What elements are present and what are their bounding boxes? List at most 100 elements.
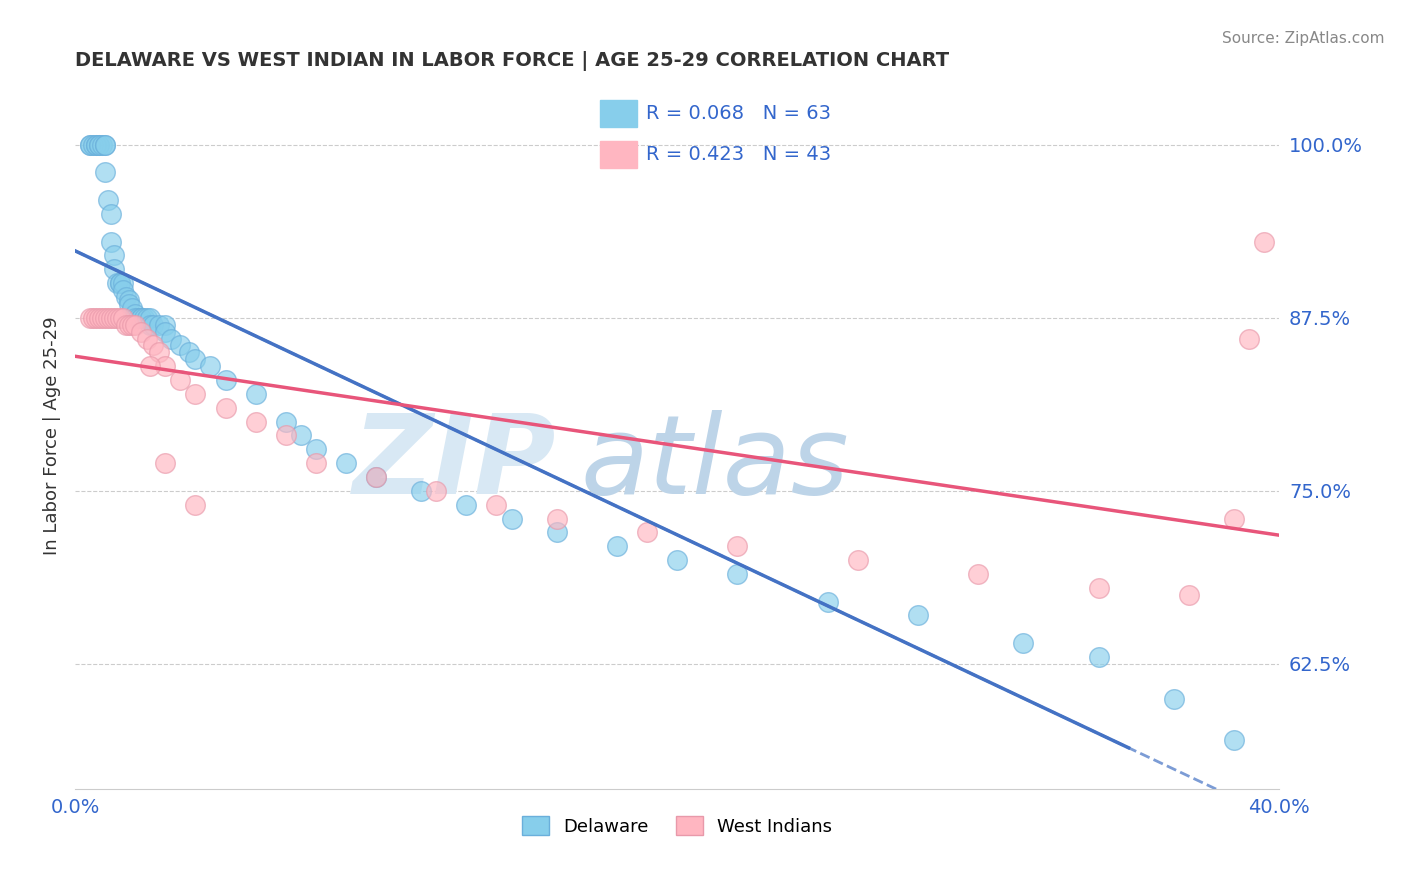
Point <box>305 442 328 457</box>
Point <box>179 345 201 359</box>
Point <box>274 428 297 442</box>
Point <box>112 310 135 325</box>
Point <box>1087 650 1109 665</box>
Point <box>100 207 122 221</box>
Point <box>1087 581 1109 595</box>
FancyBboxPatch shape <box>600 100 637 127</box>
Point <box>184 387 207 401</box>
Point <box>139 359 162 374</box>
Point <box>148 318 170 332</box>
Point <box>139 310 162 325</box>
Point <box>87 137 110 152</box>
Point <box>501 511 523 525</box>
Point <box>546 525 568 540</box>
Point <box>245 415 267 429</box>
Point <box>87 310 110 325</box>
Y-axis label: In Labor Force | Age 25-29: In Labor Force | Age 25-29 <box>44 316 60 555</box>
Point <box>214 373 236 387</box>
Point <box>1223 511 1246 525</box>
Point <box>84 310 107 325</box>
Point <box>245 387 267 401</box>
Point <box>103 310 125 325</box>
Point <box>142 338 165 352</box>
Point <box>121 318 143 332</box>
Point <box>129 325 152 339</box>
Point <box>725 566 748 581</box>
Point <box>118 293 141 307</box>
Point <box>121 301 143 315</box>
Point <box>148 345 170 359</box>
Point <box>129 310 152 325</box>
FancyBboxPatch shape <box>600 141 637 168</box>
Point <box>155 318 177 332</box>
Point <box>274 415 297 429</box>
Point <box>142 318 165 332</box>
Point <box>666 553 689 567</box>
Point <box>364 470 387 484</box>
Point <box>87 137 110 152</box>
Point <box>91 137 114 152</box>
Point <box>184 352 207 367</box>
Point <box>108 310 131 325</box>
Point <box>103 248 125 262</box>
Point <box>97 193 120 207</box>
Point <box>127 310 149 325</box>
Point <box>124 307 146 321</box>
Point <box>82 137 104 152</box>
Point <box>335 456 357 470</box>
Point <box>411 483 433 498</box>
Point <box>1163 691 1185 706</box>
Point <box>546 511 568 525</box>
Point <box>129 310 152 325</box>
Point <box>97 310 120 325</box>
Point <box>112 283 135 297</box>
Point <box>124 318 146 332</box>
Point <box>100 235 122 249</box>
Point <box>84 137 107 152</box>
Point <box>967 566 990 581</box>
Point <box>82 310 104 325</box>
Point <box>94 137 117 152</box>
Point <box>124 310 146 325</box>
Point <box>169 373 191 387</box>
Point <box>118 297 141 311</box>
Point <box>103 262 125 277</box>
Point <box>425 483 447 498</box>
Point <box>1223 733 1246 747</box>
Point <box>606 539 628 553</box>
Point <box>94 310 117 325</box>
Point <box>290 428 312 442</box>
Point <box>94 165 117 179</box>
Point <box>1178 588 1201 602</box>
Text: R = 0.068   N = 63: R = 0.068 N = 63 <box>647 103 831 123</box>
Point <box>139 318 162 332</box>
Point <box>118 318 141 332</box>
Point <box>94 137 117 152</box>
Point <box>184 498 207 512</box>
Point <box>136 331 159 345</box>
Point <box>160 331 183 345</box>
Point <box>155 359 177 374</box>
Point <box>155 456 177 470</box>
Point <box>169 338 191 352</box>
Point <box>725 539 748 553</box>
Legend: Delaware, West Indians: Delaware, West Indians <box>515 809 839 843</box>
Point <box>155 325 177 339</box>
Point <box>79 310 101 325</box>
Point <box>134 310 156 325</box>
Point <box>305 456 328 470</box>
Point <box>907 608 929 623</box>
Point <box>1237 331 1260 345</box>
Point <box>817 594 839 608</box>
Point <box>456 498 478 512</box>
Text: ZIP: ZIP <box>353 410 557 517</box>
Point <box>485 498 508 512</box>
Point <box>846 553 869 567</box>
Point <box>115 290 138 304</box>
Point <box>108 276 131 290</box>
Point <box>636 525 658 540</box>
Point <box>115 318 138 332</box>
Point <box>1253 235 1275 249</box>
Text: atlas: atlas <box>581 410 849 517</box>
Point <box>79 137 101 152</box>
